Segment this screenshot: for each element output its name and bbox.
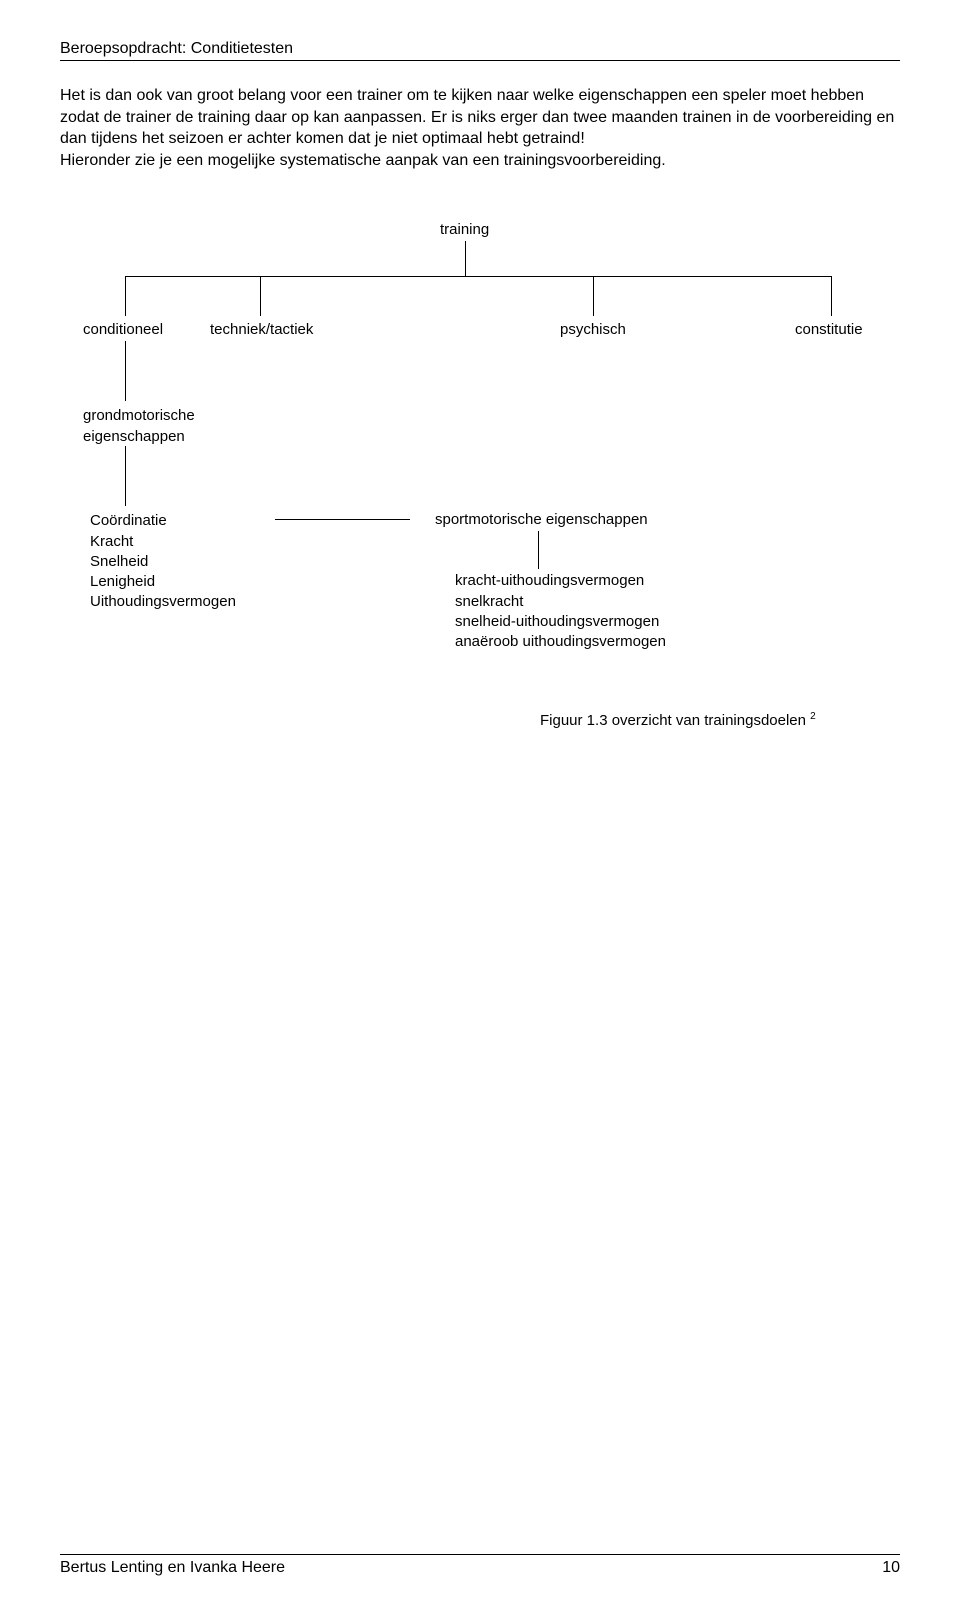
footer-rule: [60, 1554, 900, 1555]
node-training: training: [440, 221, 489, 238]
connector: [125, 446, 126, 506]
header-rule: [60, 60, 900, 61]
footer-page-number: 10: [882, 1559, 900, 1577]
connector: [125, 276, 126, 316]
connector: [593, 276, 594, 316]
intro-paragraph: Het is dan ook van groot belang voor een…: [60, 85, 900, 171]
connector: [465, 241, 466, 276]
connector: [260, 276, 261, 316]
page-footer: Bertus Lenting en Ivanka Heere 10: [60, 1554, 900, 1577]
node-sportmotorische: sportmotorische eigenschappen: [435, 511, 648, 528]
node-conditioneel: conditioneel: [83, 321, 163, 338]
caption-text: Figuur 1.3 overzicht van trainingsdoelen: [540, 712, 806, 729]
connector: [831, 276, 832, 316]
node-psychisch: psychisch: [560, 321, 626, 338]
node-techniek: techniek/tactiek: [210, 321, 313, 338]
node-constitutie: constitutie: [795, 321, 863, 338]
connector: [125, 341, 126, 401]
connector: [538, 531, 539, 569]
figure-caption: Figuur 1.3 overzicht van trainingsdoelen…: [540, 711, 816, 729]
training-diagram: training conditioneel techniek/tactiek p…: [60, 211, 900, 851]
header-title: Beroepsopdracht: Conditietesten: [60, 40, 900, 58]
motor-properties-list: CoördinatieKrachtSnelheidLenigheidUithou…: [90, 511, 236, 612]
footer-authors: Bertus Lenting en Ivanka Heere: [60, 1559, 285, 1577]
connector: [275, 519, 410, 520]
sportmotor-list: kracht-uithoudingsvermogensnelkrachtsnel…: [455, 571, 666, 652]
caption-sup: 2: [810, 711, 816, 722]
connector: [125, 276, 831, 277]
node-grondmotorische: grondmotorischeeigenschappen: [83, 406, 195, 447]
